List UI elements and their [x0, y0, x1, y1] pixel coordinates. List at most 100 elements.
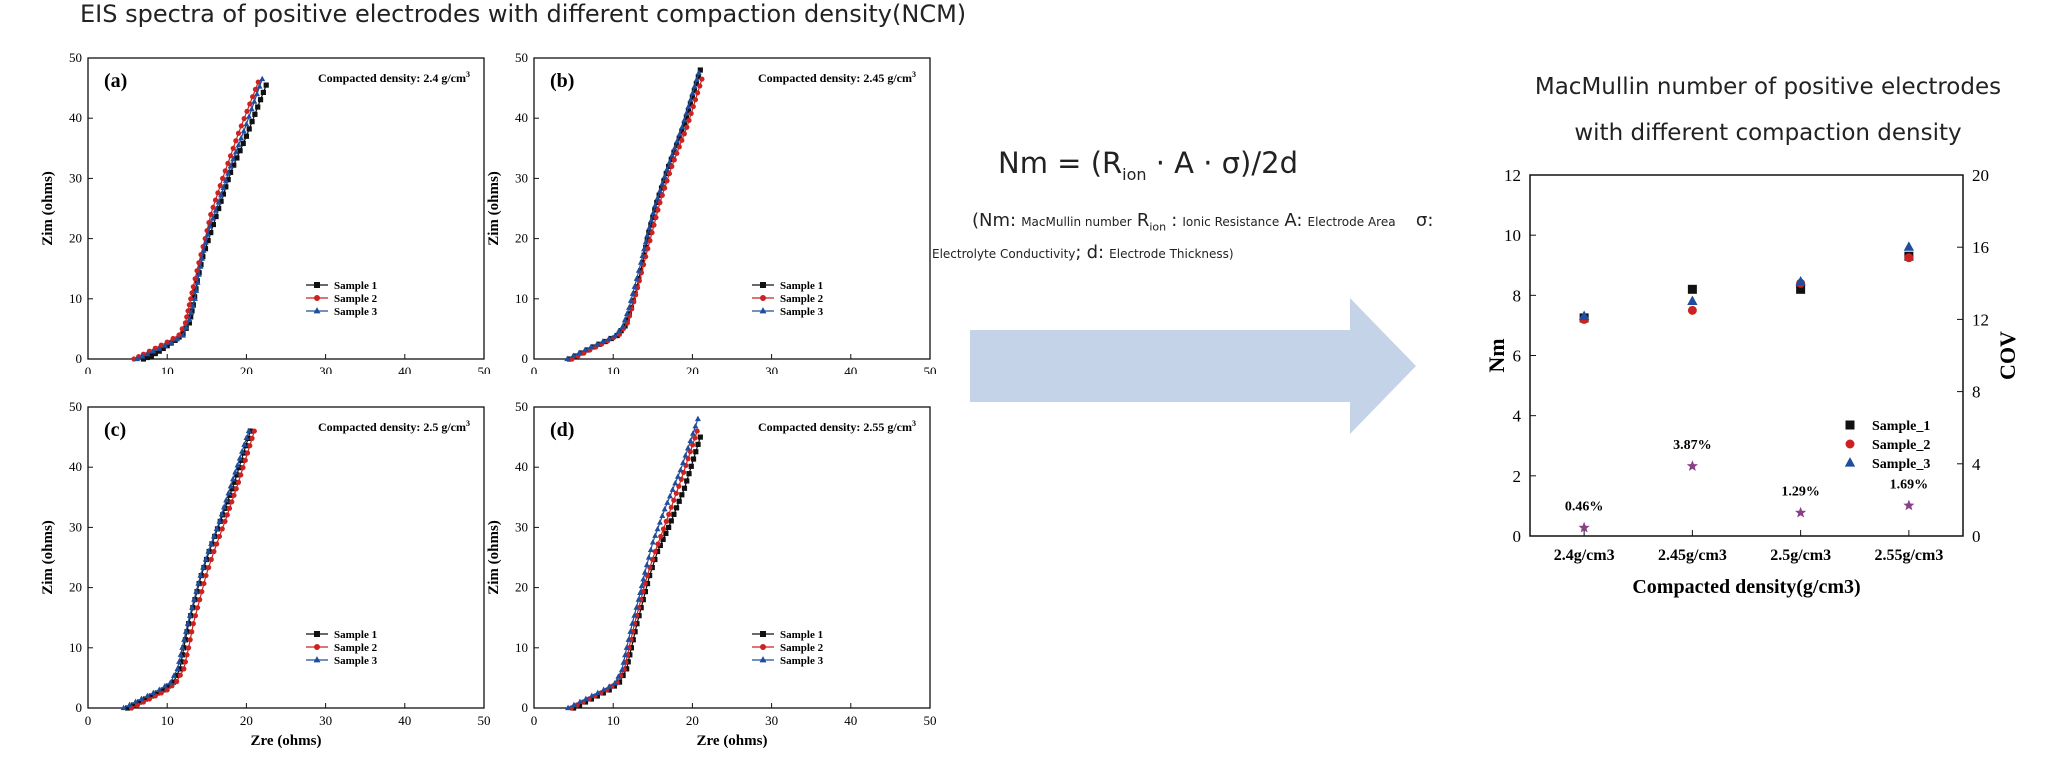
data-point — [671, 149, 677, 155]
data-point — [213, 213, 219, 220]
x-tick-label: 10 — [161, 713, 174, 728]
data-point — [650, 214, 656, 221]
legend-sigma-desc: Electrolyte Conductivity — [932, 247, 1076, 261]
data-point — [182, 659, 189, 665]
data-point — [662, 185, 668, 191]
data-point — [222, 518, 228, 524]
data-point — [652, 202, 659, 208]
data-point — [238, 472, 244, 478]
data-point — [642, 238, 649, 245]
data-point — [200, 564, 207, 570]
data-point — [643, 561, 650, 568]
data-point — [174, 665, 181, 671]
data-point — [605, 335, 612, 341]
legend-marker — [313, 656, 321, 663]
data-point — [227, 482, 234, 489]
data-point — [619, 323, 626, 329]
data-point — [623, 644, 630, 650]
cov-data-label: 1.69% — [1890, 477, 1929, 492]
y-tick-label: 8 — [1513, 286, 1522, 305]
macmullin-chart-title: MacMullin number of positive electrodes … — [1518, 64, 2018, 156]
data-point — [251, 428, 257, 434]
plot-frame — [533, 57, 931, 360]
compacted-density-annotation: Compacted density: 2.4 g/cm3 — [318, 70, 470, 85]
data-point — [679, 123, 686, 130]
data-point — [694, 415, 701, 422]
data-point — [204, 231, 211, 237]
panel-label: (a) — [104, 70, 127, 92]
legend-marker — [760, 282, 766, 288]
data-point — [194, 268, 200, 274]
data-point — [637, 589, 644, 595]
data-point — [226, 505, 233, 511]
data-point — [661, 505, 668, 512]
data-point — [629, 620, 636, 626]
data-point — [216, 533, 223, 540]
plot-frame — [87, 406, 485, 709]
y2-tick-label: 0 — [1972, 527, 1981, 546]
data-point — [699, 76, 705, 82]
series-line-sample-2 — [570, 430, 698, 709]
data-point — [252, 111, 258, 117]
data-point — [618, 666, 625, 673]
panel-label: (b) — [550, 70, 574, 92]
data-point — [220, 191, 227, 197]
data-point — [693, 80, 699, 87]
y-tick-label: 0 — [1513, 527, 1522, 546]
data-point — [645, 554, 652, 560]
data-point — [664, 499, 671, 505]
data-point — [641, 569, 648, 575]
y-axis-label: Zim (ohms) — [40, 171, 56, 246]
data-point — [205, 548, 212, 554]
cov-point — [1795, 506, 1807, 518]
arrow-shape — [970, 298, 1416, 434]
data-point — [229, 499, 235, 505]
data-point — [243, 120, 250, 127]
x-tick-label: 50 — [478, 713, 491, 728]
data-point — [177, 666, 183, 672]
data-point — [246, 113, 253, 119]
x-tick-label: 50 — [924, 713, 937, 728]
data-point — [648, 222, 654, 228]
data-point — [241, 441, 248, 447]
legend-d-sep: ; — [1075, 242, 1082, 263]
data-point — [679, 128, 685, 134]
data-point — [691, 83, 698, 89]
data-point — [217, 183, 223, 189]
x-tick-label: 30 — [319, 364, 332, 374]
x-tick-label: 50 — [924, 364, 937, 374]
data-point — [655, 541, 661, 547]
data-point — [663, 530, 669, 537]
data-point — [652, 207, 658, 213]
data-point — [650, 209, 657, 216]
x-tick-label: 20 — [686, 364, 699, 374]
data-point — [692, 435, 698, 441]
x-tick-label: 2.45g/cm3 — [1658, 547, 1727, 564]
macmullin-equation: Nm = (Rion · A · σ)/2d — [998, 146, 1298, 184]
data-point — [641, 245, 648, 252]
data-point — [215, 199, 222, 205]
data-point — [232, 468, 239, 475]
data-point — [231, 479, 238, 485]
data-point — [639, 252, 646, 258]
data-point — [255, 104, 261, 110]
x-tick-label: 2.5g/cm3 — [1770, 547, 1831, 564]
data-point — [692, 97, 699, 103]
y-tick-label: 30 — [69, 170, 82, 185]
figure-title: EIS spectra of positive electrodes with … — [80, 0, 967, 28]
data-point — [218, 198, 224, 204]
data-point — [227, 153, 234, 159]
data-point — [170, 335, 176, 342]
data-point — [170, 679, 177, 685]
data-point — [676, 498, 682, 504]
data-point — [156, 686, 163, 693]
right-arrow-icon — [970, 298, 1416, 434]
legend-label: Sample 3 — [780, 306, 824, 318]
legend-marker — [1844, 457, 1856, 467]
data-point — [205, 238, 211, 244]
plot-frame — [533, 406, 931, 709]
nm-point-sample_2 — [1904, 253, 1914, 263]
data-point — [132, 698, 139, 705]
x-tick-label: 40 — [844, 364, 857, 374]
data-point — [174, 672, 180, 679]
